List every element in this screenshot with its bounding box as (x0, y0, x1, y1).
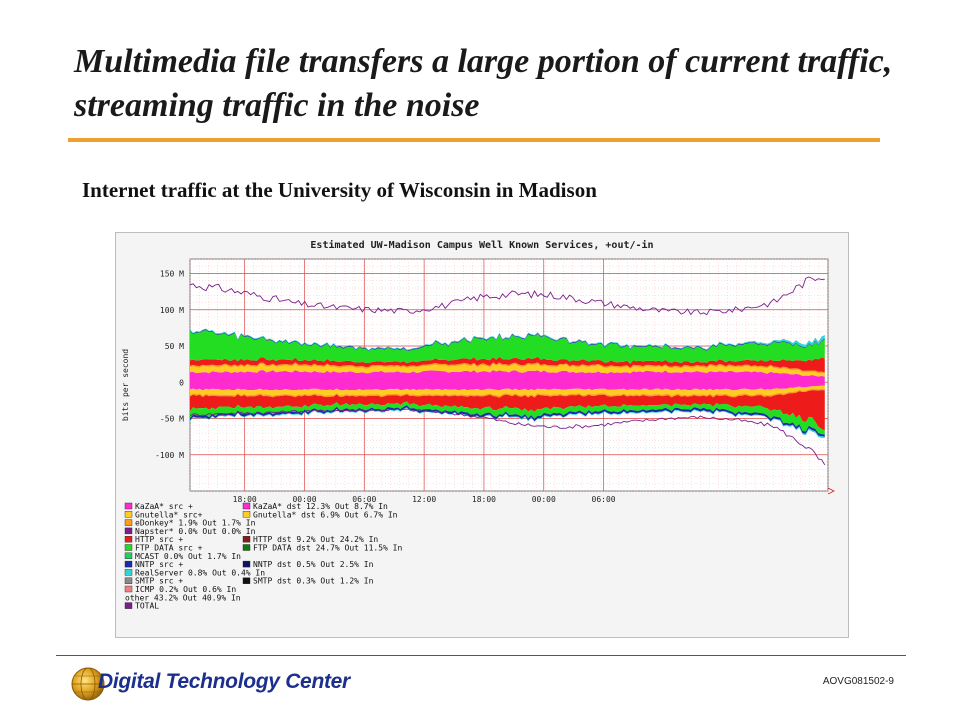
y-tick-label: -100 M (155, 451, 184, 460)
plot-area: 18:00 00:00 06:00 12:00 18:00 00:00 06:00 150 M… (155, 258, 835, 504)
area-http-in (190, 390, 825, 431)
legend-swatch (124, 552, 133, 559)
legend-swatch (124, 502, 133, 510)
legend-entry: SMTP dst 0.3% Out 1.2% In (253, 577, 374, 586)
area-edonkey-out (190, 362, 825, 374)
legend-entry: Napster* 0.0% Out 0.0% In (135, 527, 256, 536)
y-tick-label: 50 M (165, 342, 184, 351)
legend-swatch (124, 577, 133, 584)
legend-swatch (124, 585, 133, 593)
x-tick-label: 00:00 (292, 495, 316, 504)
legend-swatch (242, 536, 251, 543)
legend-swatch (242, 502, 251, 510)
legend-swatch (124, 602, 133, 609)
y-tick-label: 0 (179, 378, 184, 387)
x-tick-label: 00:00 (532, 495, 556, 504)
legend-swatch (124, 544, 133, 551)
legend-entry: SMTP src + (135, 577, 183, 586)
x-tick-label: 18:00 (233, 495, 257, 504)
legend-entry: MCAST 0.0% Out 1.7% In (135, 552, 241, 561)
traffic-chart: Estimated UW-Madison Campus Well Known S… (121, 239, 835, 611)
area-kazaa-in (190, 382, 825, 391)
legend-swatch (124, 536, 133, 543)
total-line-out (189, 276, 825, 316)
legend-swatch (124, 519, 133, 526)
legend-entry: NNTP dst 0.5% Out 2.5% In (253, 560, 374, 569)
area-ftp-in (190, 401, 825, 435)
title-rule (68, 138, 880, 142)
chart-legend: KaZaA* src + KaZaA* dst 12.3% Out 8.7% In… (124, 502, 402, 611)
legend-entry: HTTP src + (135, 535, 183, 544)
legend-entry: Gnutella* dst 6.9% Out 6.7% In (253, 510, 398, 519)
legend-entry: eDonkey* 1.9% Out 1.7% In (135, 519, 256, 528)
legend-swatch (242, 560, 251, 568)
y-tick-label: 150 M (160, 270, 184, 279)
x-tick-label: 12:00 (412, 495, 436, 504)
x-axis-arrow (827, 487, 835, 495)
logo-text: Digital Technology Center (98, 670, 350, 693)
area-gnutella-out (190, 363, 825, 377)
legend-entry: other 43.2% Out 40.9% In (125, 593, 241, 602)
legend-entry: ICMP 0.2% Out 0.6% In (135, 585, 236, 594)
legend-entry: FTP DATA dst 24.7% Out 11.5% In (253, 544, 402, 553)
legend-entry: KaZaA* src + (135, 502, 193, 511)
legend-entry: NNTP src + (135, 560, 183, 569)
legend-swatch (124, 527, 133, 535)
area-gnutella-in (190, 385, 825, 396)
legend-entry: TOTAL (135, 602, 159, 611)
x-tick-label: 18:00 (472, 495, 496, 504)
y-tick-label: -50 M (160, 415, 184, 424)
legend-swatch (124, 560, 133, 568)
legend-entry: Gnutella* src+ (135, 510, 203, 519)
legend-entry: KaZaA* dst 12.3% Out 8.7% In (253, 502, 388, 511)
area-edonkey-in (190, 388, 825, 398)
chart-title: Estimated UW-Madison Campus Well Known S… (310, 239, 653, 251)
x-tick-label: 06:00 (592, 495, 616, 504)
total-line-in (189, 408, 826, 466)
legend-entry: RealServer 0.8% Out 0.4% In (135, 568, 265, 577)
digital-technology-center-logo (71, 667, 105, 701)
slide-subtitle: Internet traffic at the University of Wi… (82, 178, 597, 202)
area-kazaa-out (190, 370, 825, 383)
legend-swatch (124, 569, 133, 576)
footer-rule (56, 655, 906, 656)
chart-y-axis-label: bits per second (121, 349, 130, 421)
area-ftp-out (190, 330, 825, 364)
x-tick-label: 06:00 (352, 495, 376, 504)
legend-entry: FTP DATA src + (135, 544, 203, 553)
traffic-chart-figure: Estimated UW-Madison Campus Well Known S… (115, 232, 849, 638)
legend-swatch (242, 511, 251, 518)
slide-title: Multimedia file transfers a large portio… (74, 43, 893, 124)
y-tick-label: 100 M (160, 306, 184, 315)
legend-swatch (242, 577, 251, 584)
legend-swatch (124, 511, 133, 518)
legend-entry: HTTP dst 9.2% Out 24.2% In (253, 535, 378, 544)
legend-swatch (242, 544, 251, 551)
area-http-out (190, 356, 825, 373)
slide-code: AOVG081502-9 (822, 676, 894, 687)
